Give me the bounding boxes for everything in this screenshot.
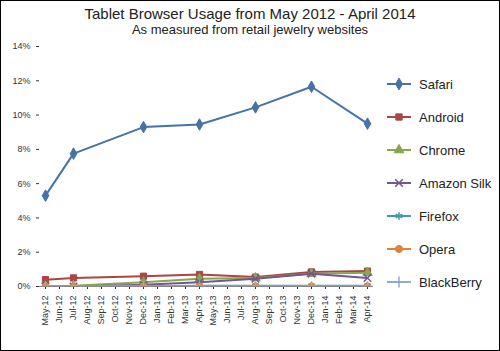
svg-text:12%: 12% — [12, 76, 30, 86]
html-text:Firefox: Firefox — [419, 208, 459, 224]
svg-text:8%: 8% — [17, 144, 30, 154]
html-text:Android: Android — [419, 109, 464, 125]
svg-text:Jun-13: Jun-13 — [222, 296, 232, 324]
svg-text:Jul-12: Jul-12 — [68, 296, 78, 321]
svg-text:6%: 6% — [17, 179, 30, 189]
svg-text:Aug-13: Aug-13 — [250, 296, 260, 325]
svg-text:Jan-13: Jan-13 — [152, 296, 162, 324]
html-text:Chrome: Chrome — [419, 142, 466, 158]
svg-text:Feb-13: Feb-13 — [166, 296, 176, 325]
svg-text:14%: 14% — [12, 41, 30, 51]
svg-text:Sep-13: Sep-13 — [264, 296, 274, 325]
svg-text:Dec-12: Dec-12 — [138, 296, 148, 325]
svg-text:4%: 4% — [17, 213, 30, 223]
svg-text:Jul-13: Jul-13 — [236, 296, 246, 321]
svg-text:May-12: May-12 — [40, 296, 50, 326]
svg-text:Feb-14: Feb-14 — [334, 296, 344, 325]
svg-text:Sep-12: Sep-12 — [96, 296, 106, 325]
html-text:Tablet Browser Usage from May: Tablet Browser Usage from May 2012 - Apr… — [84, 5, 416, 22]
svg-text:Apr-14: Apr-14 — [362, 296, 372, 323]
svg-text:Aug-12: Aug-12 — [82, 296, 92, 325]
svg-text:0%: 0% — [17, 281, 30, 291]
svg-text:Nov-13: Nov-13 — [292, 296, 302, 325]
html-text:As measured from retail jewelr: As measured from retail jewelry websites — [131, 22, 369, 37]
svg-text:Nov-12: Nov-12 — [124, 296, 134, 325]
svg-text:10%: 10% — [12, 110, 30, 120]
svg-text:Jan-14: Jan-14 — [320, 296, 330, 324]
html-text:Amazon Silk: Amazon Silk — [419, 175, 492, 191]
svg-text:Dec-13: Dec-13 — [306, 296, 316, 325]
svg-text:2%: 2% — [17, 247, 30, 257]
html-text:BlackBerry: BlackBerry — [419, 274, 482, 290]
html-text:Safari: Safari — [419, 76, 453, 92]
svg-text:Apr-13: Apr-13 — [194, 296, 204, 323]
html-text:Opera: Opera — [419, 241, 456, 257]
svg-text:Jun-12: Jun-12 — [54, 296, 64, 324]
svg-text:Oct-13: Oct-13 — [278, 296, 288, 323]
svg-text:Oct-12: Oct-12 — [110, 296, 120, 323]
svg-text:May-13: May-13 — [208, 296, 218, 326]
svg-text:Mar-13: Mar-13 — [180, 296, 190, 325]
svg-text:Mar-14: Mar-14 — [348, 296, 358, 325]
